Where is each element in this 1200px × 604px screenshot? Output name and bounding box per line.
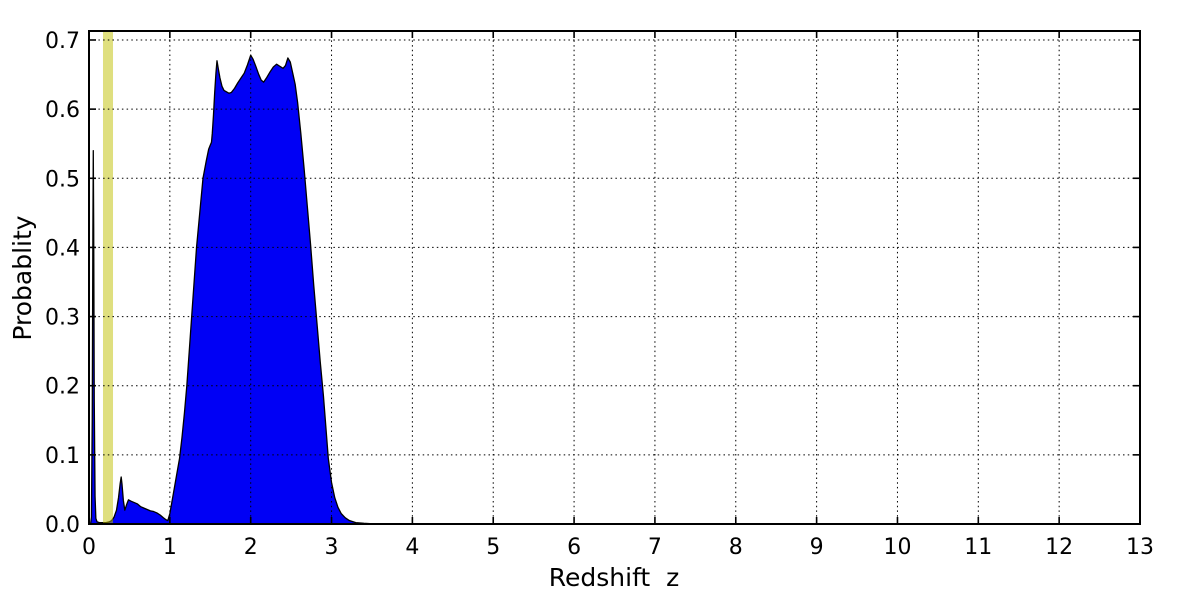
pdf-area — [88, 54, 1141, 525]
x-tick-label: 5 — [486, 535, 500, 560]
y-tick-label: 0.4 — [45, 236, 80, 261]
y-tick-label: 0.0 — [45, 513, 80, 538]
x-tick-label: 13 — [1126, 535, 1154, 560]
x-tick-label: 11 — [964, 535, 992, 560]
y-tick-label: 0.5 — [45, 167, 80, 192]
x-tick-label: 6 — [567, 535, 581, 560]
y-tick-label: 0.1 — [45, 444, 80, 469]
x-tick-label: 3 — [325, 535, 339, 560]
axes-frame — [88, 30, 1141, 525]
reference-redshift-band — [102, 31, 114, 524]
x-tick-label: 9 — [810, 535, 824, 560]
x-tick-label: 1 — [163, 535, 177, 560]
y-axis-label: Probablity — [8, 215, 37, 340]
x-tick-label: 4 — [405, 535, 419, 560]
x-tick-label: 10 — [883, 535, 911, 560]
x-axis-label: Redshift z — [549, 563, 680, 592]
x-tick-label: 0 — [82, 535, 96, 560]
y-tick-label: 0.6 — [45, 98, 80, 123]
y-tick-label: 0.3 — [45, 306, 80, 331]
y-tick-label: 0.7 — [45, 29, 80, 54]
x-tick-label: 12 — [1045, 535, 1073, 560]
x-tick-label: 2 — [244, 535, 258, 560]
x-tick-label: 7 — [648, 535, 662, 560]
x-tick-label: 8 — [729, 535, 743, 560]
y-tick-label: 0.2 — [45, 375, 80, 400]
